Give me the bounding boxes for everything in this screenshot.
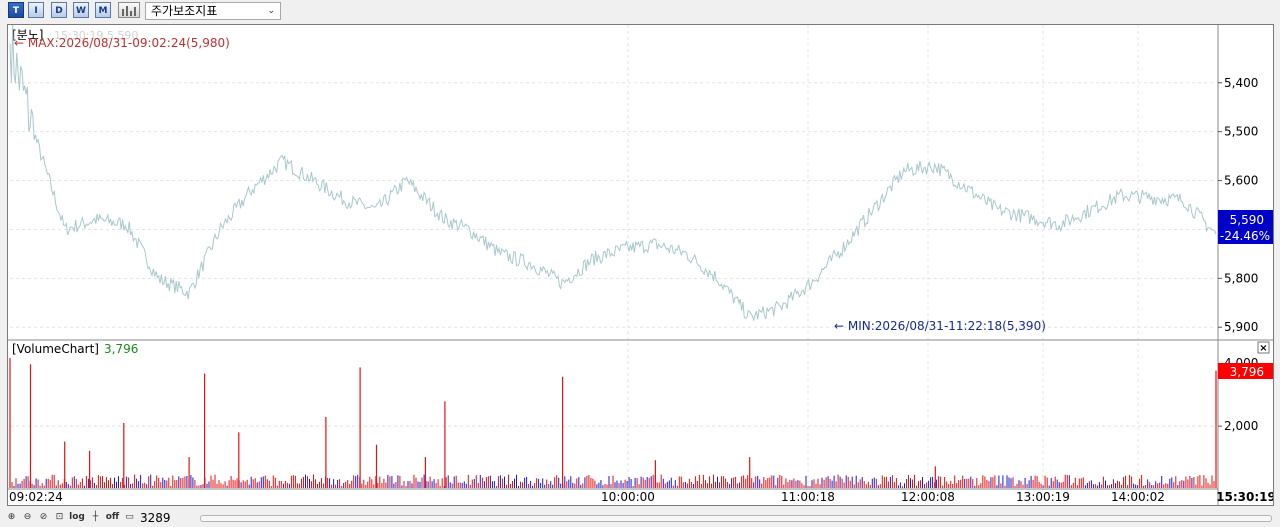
month-button[interactable]: M	[95, 2, 111, 18]
volume-tick-label: 2,000	[1224, 419, 1258, 433]
minute-button[interactable]: I	[28, 2, 44, 18]
off-toggle-button[interactable]: off	[105, 512, 120, 522]
price-tick-label: 5,900	[1224, 320, 1258, 334]
stock-chart[interactable]: [분노] 15:30:19 5,590 ← MAX:2026/08/31-09:…	[8, 24, 1276, 505]
indicator-select-value: 주가보조지표	[151, 4, 218, 18]
indicator-select[interactable]: 주가보조지표 ⌄	[145, 2, 281, 20]
close-icon[interactable]: ×	[1259, 343, 1267, 354]
price-tick-label: 5,500	[1224, 125, 1258, 139]
chevron-down-icon[interactable]: ⌄	[267, 6, 275, 16]
price-line	[9, 24, 1217, 322]
zoom-reset-icon[interactable]: ⊘	[39, 512, 48, 522]
x-axis-label: 10:00:00	[601, 490, 655, 504]
current-price-box	[1218, 210, 1273, 244]
volume-series	[9, 358, 1217, 488]
x-axis-label: 15:30:19	[1216, 490, 1273, 504]
chart-area[interactable]: [분노] 15:30:19 5,590 ← MAX:2026/08/31-09:…	[7, 24, 1276, 506]
chart-toolbar: T I D W M 주가보조지표 ⌄	[0, 0, 1280, 22]
price-tick-label: 5,800	[1224, 271, 1258, 285]
horizontal-scrollbar[interactable]	[200, 515, 1272, 522]
zoom-area-icon[interactable]: ⊡	[55, 512, 64, 522]
x-axis-label: 14:00:02	[1111, 490, 1165, 504]
crosshair-icon[interactable]: ┼	[92, 512, 99, 522]
x-axis-label: 09:02:24	[9, 490, 63, 504]
max-price-label: ← MAX:2026/08/31-09:02:24(5,980)	[14, 36, 230, 50]
bar-chart-icon	[122, 6, 136, 16]
price-series	[9, 24, 1217, 322]
price-panel-title: [분노]	[12, 28, 43, 42]
zoom-in-icon[interactable]: ⊕	[7, 512, 16, 522]
price-tick-label: 5,400	[1224, 76, 1258, 90]
x-axis-label: 11:00:18	[781, 490, 835, 504]
volume-panel-value: 3,796	[104, 342, 138, 356]
status-bar: ⊕ ⊖ ⊘ ⊡ log ┼ off ▭ 3289	[0, 509, 1280, 527]
price-faint-info: 15:30:19 5,590	[54, 29, 138, 42]
display-mode-icon[interactable]: ▭	[125, 512, 134, 522]
price-tick-label: 5,600	[1224, 174, 1258, 188]
chart-type-icon[interactable]	[118, 2, 140, 18]
log-scale-button[interactable]: log	[69, 512, 85, 522]
x-axis-label: 13:00:19	[1016, 490, 1070, 504]
tick-button[interactable]: T	[8, 2, 24, 18]
day-button[interactable]: D	[51, 2, 67, 18]
current-volume-box	[1218, 363, 1273, 379]
current-volume-label: 3,796	[1230, 365, 1264, 379]
current-price-label: 5,590	[1230, 213, 1264, 227]
x-axis-label: 12:00:08	[901, 490, 955, 504]
price-change-label: -24.46%	[1220, 229, 1270, 243]
zoom-out-icon[interactable]: ⊖	[23, 512, 32, 522]
volume-panel-title: [VolumeChart]	[12, 342, 99, 356]
week-button[interactable]: W	[73, 2, 89, 18]
min-price-label: ← MIN:2026/08/31-11:22:18(5,390)	[834, 319, 1046, 333]
volume-close-box[interactable]	[1257, 341, 1270, 354]
data-count: 3289	[140, 511, 171, 525]
